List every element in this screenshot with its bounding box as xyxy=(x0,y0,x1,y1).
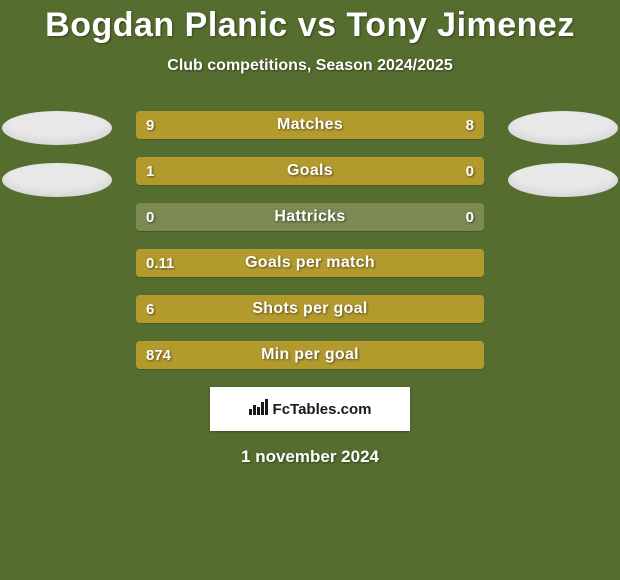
subtitle: Club competitions, Season 2024/2025 xyxy=(0,57,620,75)
bar-label: Matches xyxy=(136,111,484,139)
footer-date: 1 november 2024 xyxy=(0,447,620,467)
bar-label: Shots per goal xyxy=(136,295,484,323)
bar-label: Goals xyxy=(136,157,484,185)
stat-bar: 6Shots per goal xyxy=(136,295,484,323)
vs-word: vs xyxy=(298,6,337,44)
chart-icon xyxy=(249,399,269,420)
page-title: Bogdan Planic vs Tony Jimenez xyxy=(0,0,620,45)
stat-bar: 874Min per goal xyxy=(136,341,484,369)
player1-name: Bogdan Planic xyxy=(45,6,288,44)
player2-avatar-shadow xyxy=(508,163,618,197)
stats-bars: 98Matches 10Goals 00Hattricks 0.11Goals per… xyxy=(136,111,484,369)
player1-avatar-shadow xyxy=(2,163,112,197)
player2-name: Tony Jimenez xyxy=(347,6,575,44)
content-area: 98Matches 10Goals 00Hattricks 0.11Goals per… xyxy=(0,111,620,467)
logo-inner: FcTables.com xyxy=(249,399,372,420)
stat-bar: 98Matches xyxy=(136,111,484,139)
comparison-infographic: Bogdan Planic vs Tony Jimenez Club compe… xyxy=(0,0,620,580)
stat-bar: 00Hattricks xyxy=(136,203,484,231)
bar-label: Goals per match xyxy=(136,249,484,277)
stat-bar: 10Goals xyxy=(136,157,484,185)
bar-label: Min per goal xyxy=(136,341,484,369)
player2-avatar-placeholder xyxy=(508,111,618,145)
stat-bar: 0.11Goals per match xyxy=(136,249,484,277)
logo-box[interactable]: FcTables.com xyxy=(210,387,410,431)
player1-avatar-placeholder xyxy=(2,111,112,145)
logo-text: FcTables.com xyxy=(273,401,372,418)
bar-label: Hattricks xyxy=(136,203,484,231)
